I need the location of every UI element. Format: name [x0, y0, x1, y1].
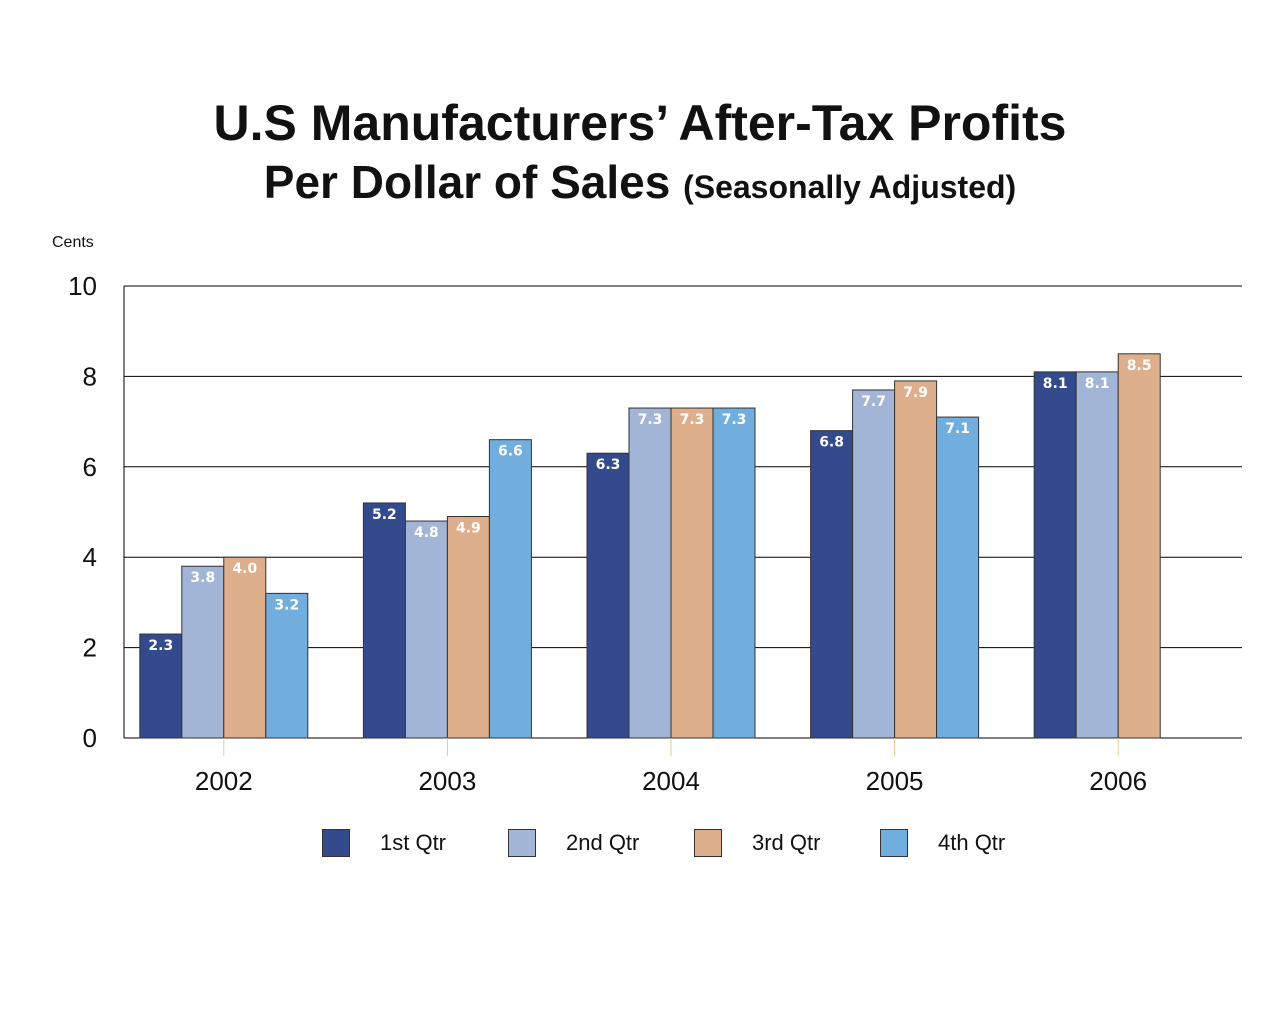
bar-2005-q4: [936, 416, 980, 739]
legend-swatch-q3: [694, 829, 722, 857]
bar-2003-q3: [446, 516, 490, 739]
legend-item-q1: 1st Qtr: [322, 829, 508, 857]
legend-swatch-q2: [508, 829, 536, 857]
legend: 1st Qtr 2nd Qtr 3rd Qtr 4th Qtr: [322, 826, 1066, 860]
legend-label-q2: 2nd Qtr: [566, 830, 640, 855]
chart-title-line2-main: Per Dollar of Sales: [263, 156, 671, 208]
data-label-2004-q3: 7.3: [680, 412, 705, 428]
bar-2002-q2: [181, 565, 225, 739]
data-labels: 2.3 3.8 4.0 3.2 5.2 4.8 4.9 6.6 6.3 7.3 7.3 7.3 6.8 7…: [148, 358, 1151, 654]
data-label-2002-q1: 2.3: [148, 638, 173, 654]
legend-item-q4: 4th Qtr: [880, 829, 1066, 857]
bar-2004-q3: [670, 407, 714, 739]
data-label-2003-q1: 5.2: [372, 507, 397, 523]
bar-2002-q3: [223, 556, 267, 739]
bar-2004-q2: [628, 407, 672, 739]
legend-label-q1: 1st Qtr: [380, 830, 447, 855]
chart-title: U.S Manufacturers’ After-Tax Profits Per…: [0, 92, 1280, 215]
data-label-2004-q2: 7.3: [638, 412, 663, 428]
data-label-2004-q1: 6.3: [596, 457, 621, 473]
data-label-2006-q2: 8.1: [1085, 376, 1110, 392]
bar-2005-q1: [810, 430, 854, 739]
x-tick-label: 2003: [418, 766, 476, 796]
data-label-2006-q3: 8.5: [1127, 358, 1152, 374]
y-tick-label: 6: [83, 452, 97, 482]
x-tick-label: 2002: [195, 766, 253, 796]
y-tick-label: 8: [83, 361, 97, 391]
bar-2005-q2: [852, 389, 896, 739]
legend-label-q3: 3rd Qtr: [752, 830, 821, 855]
chart-title-line2: Per Dollar of Sales (Seasonally Adjusted…: [0, 154, 1280, 215]
y-tick-label: 10: [68, 271, 97, 301]
bar-2002-q4: [265, 592, 309, 739]
chart-title-line1: U.S Manufacturers’ After-Tax Profits: [213, 95, 1067, 151]
data-label-2006-q1: 8.1: [1043, 376, 1068, 392]
data-label-2003-q2: 4.8: [414, 525, 439, 541]
chart-title-line2-paren: (Seasonally Adjusted): [683, 169, 1017, 205]
x-tick-label: 2006: [1089, 766, 1147, 796]
bar-2006-q3: [1117, 353, 1161, 739]
bar-2005-q3: [894, 380, 938, 739]
data-label-2005-q1: 6.8: [819, 435, 844, 451]
data-label-2005-q4: 7.1: [945, 421, 970, 437]
bars: [139, 353, 1161, 739]
bar-2002-q1: [139, 633, 183, 739]
bar-2006-q2: [1075, 371, 1119, 739]
y-tick-label: 0: [83, 723, 97, 753]
axes: 0 2 4 6 8 10 2002 2003 2004 2005 2006: [68, 271, 1147, 796]
legend-item-q2: 2nd Qtr: [508, 829, 694, 857]
y-axis-label: Cents: [52, 234, 94, 251]
bar-2003-q4: [488, 439, 532, 739]
bar-2003-q2: [404, 520, 448, 739]
data-label-2004-q4: 7.3: [722, 412, 747, 428]
data-label-2003-q4: 6.6: [498, 444, 523, 460]
data-label-2003-q3: 4.9: [456, 521, 481, 537]
data-label-2005-q3: 7.9: [903, 385, 928, 401]
data-label-2002-q4: 3.2: [274, 597, 299, 613]
data-label-2002-q2: 3.8: [190, 570, 215, 586]
bar-2003-q1: [362, 502, 406, 739]
legend-swatch-q4: [880, 829, 908, 857]
legend-label-q4: 4th Qtr: [938, 830, 1006, 855]
data-label-2002-q3: 4.0: [232, 561, 257, 577]
bar-2006-q1: [1033, 371, 1077, 739]
legend-item-q3: 3rd Qtr: [694, 829, 880, 857]
bar-2004-q4: [712, 407, 756, 739]
data-label-2005-q2: 7.7: [861, 394, 886, 410]
y-tick-label: 4: [83, 542, 97, 572]
bar-2004-q1: [586, 452, 630, 739]
x-tick-label: 2004: [642, 766, 700, 796]
y-tick-label: 2: [83, 633, 97, 663]
x-tick-label: 2005: [866, 766, 924, 796]
legend-swatch-q1: [322, 829, 350, 857]
